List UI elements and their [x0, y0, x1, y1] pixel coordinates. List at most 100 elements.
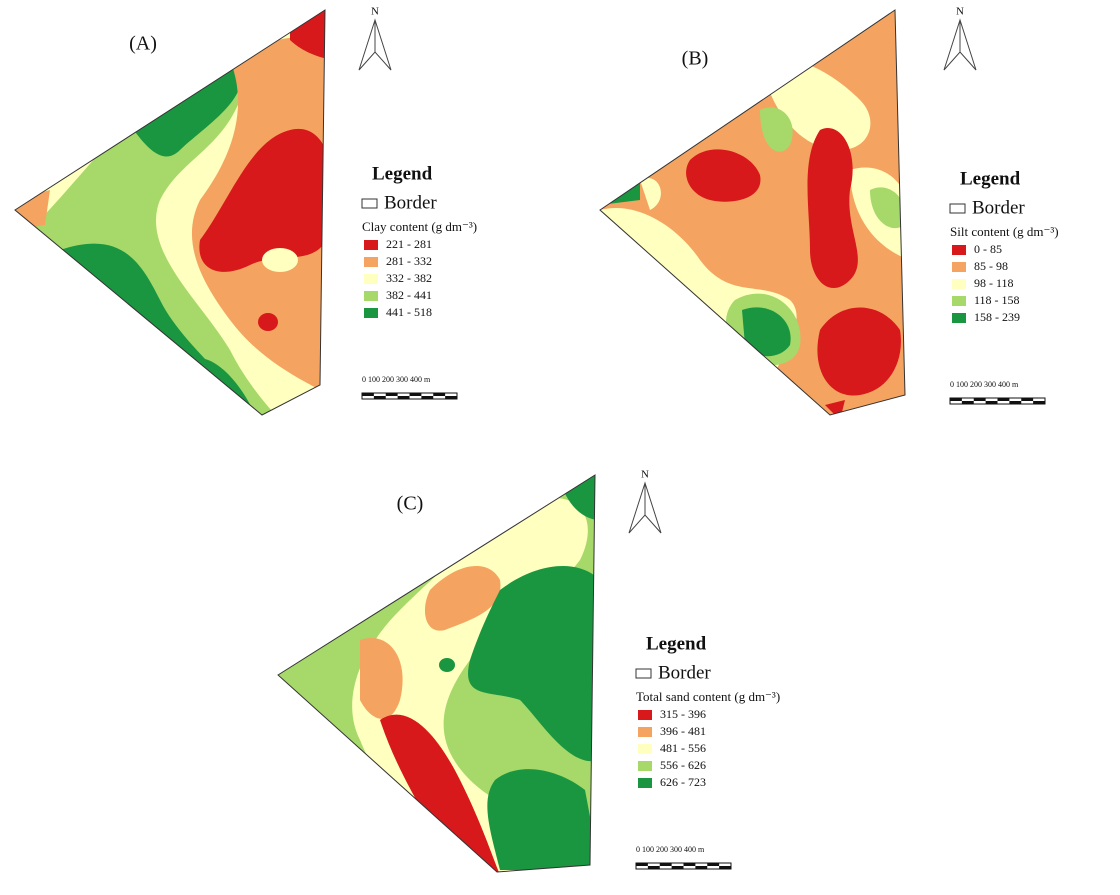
legend-swatch: [638, 761, 652, 771]
legend-class: 118 - 158: [974, 293, 1020, 307]
border-swatch: [949, 203, 966, 214]
legend-swatch: [952, 279, 966, 289]
scale-bar: [1009, 401, 1022, 404]
legend-swatch: [952, 313, 966, 323]
scale-bar: [950, 398, 962, 401]
panel-label: (B): [682, 48, 709, 70]
map-region: [199, 128, 325, 272]
map-c: [277, 474, 596, 873]
border-swatch: [361, 198, 378, 209]
scale-bar: [421, 396, 434, 399]
legend-class: 281 - 332: [386, 254, 432, 268]
legend-variable: Total sand content (g dm⁻³): [636, 689, 780, 704]
scale-bar: [659, 863, 672, 866]
map-region: [487, 769, 595, 870]
legend-swatch: [364, 308, 378, 318]
border-label: Border: [972, 197, 1025, 218]
legend-class: 556 - 626: [660, 758, 706, 772]
legend-title: Legend: [646, 633, 707, 654]
legend-swatch: [638, 744, 652, 754]
legend-class: 85 - 98: [974, 259, 1008, 273]
north-label: N: [641, 469, 649, 481]
map-region: [258, 313, 278, 331]
scale-bar: [683, 863, 696, 866]
map-a: [14, 9, 326, 416]
border-label: Border: [658, 662, 711, 683]
legend-swatch: [952, 245, 966, 255]
map-region: [80, 45, 180, 120]
legend-class: 158 - 239: [974, 310, 1020, 324]
scale-bar: [961, 401, 974, 404]
scale-label: 0 100 200 300 400 m: [950, 380, 1019, 389]
legend-swatch: [638, 710, 652, 720]
legend-class: 0 - 85: [974, 242, 1002, 256]
legend-class: 382 - 441: [386, 288, 432, 302]
scale-bar: [997, 398, 1010, 401]
legend-variable: Silt content (g dm⁻³): [950, 224, 1059, 239]
legend-swatch: [364, 257, 378, 267]
scale-bar: [373, 396, 386, 399]
scale-bar: [409, 393, 422, 396]
legend-class: 98 - 118: [974, 276, 1014, 290]
scale-bar: [362, 393, 374, 396]
legend-title: Legend: [960, 168, 1021, 189]
map-region: [262, 248, 298, 272]
legend-class: 626 - 723: [660, 775, 706, 789]
scale-bar: [397, 396, 410, 399]
north-label: N: [956, 6, 964, 18]
legend-class: 221 - 281: [386, 237, 432, 251]
map-border: [14, 9, 326, 416]
map-region: [425, 566, 501, 631]
legend-class: 396 - 481: [660, 724, 706, 738]
map-region: [439, 658, 455, 672]
scale-bar: [445, 396, 457, 399]
scale-bar: [973, 398, 986, 401]
scale-bar: [985, 401, 998, 404]
map-region: [807, 128, 858, 289]
scale-bar: [719, 866, 731, 869]
legend-swatch: [364, 274, 378, 284]
scale-bar: [433, 393, 446, 396]
legend-swatch: [638, 727, 652, 737]
scale-bar: [647, 866, 660, 869]
legend-class: 332 - 382: [386, 271, 432, 285]
scale-bar: [695, 866, 708, 869]
map-region: [468, 566, 595, 762]
legend-class: 481 - 556: [660, 741, 706, 755]
north-label: N: [371, 6, 379, 18]
map-region: [742, 307, 791, 357]
map-region: [380, 714, 500, 872]
map-region: [817, 307, 901, 396]
map-region: [360, 638, 403, 719]
scale-bar: [707, 863, 720, 866]
panel-label: (C): [397, 493, 424, 515]
legend-swatch: [952, 262, 966, 272]
map-region: [686, 149, 761, 202]
panel-label: (A): [129, 33, 157, 55]
map-b: [599, 9, 906, 416]
border-label: Border: [384, 192, 437, 213]
legend-swatch: [952, 296, 966, 306]
scale-bar: [671, 866, 684, 869]
map-region: [640, 177, 661, 210]
legend-class: 315 - 396: [660, 707, 706, 721]
scale-label: 0 100 200 300 400 m: [362, 375, 431, 384]
scale-bar: [1033, 401, 1045, 404]
scale-bar: [385, 393, 398, 396]
scale-label: 0 100 200 300 400 m: [636, 845, 705, 854]
map-border: [277, 474, 596, 873]
legend-swatch: [364, 291, 378, 301]
legend-swatch: [364, 240, 378, 250]
scale-bar: [1021, 398, 1034, 401]
border-swatch: [635, 668, 652, 679]
legend-title: Legend: [372, 163, 433, 184]
legend-variable: Clay content (g dm⁻³): [362, 219, 477, 234]
map-region: [760, 107, 793, 152]
map-region: [870, 187, 905, 229]
legend-class: 441 - 518: [386, 305, 432, 319]
map-region: [825, 400, 845, 415]
legend-swatch: [638, 778, 652, 788]
map-border: [599, 9, 906, 416]
scale-bar: [636, 863, 648, 866]
